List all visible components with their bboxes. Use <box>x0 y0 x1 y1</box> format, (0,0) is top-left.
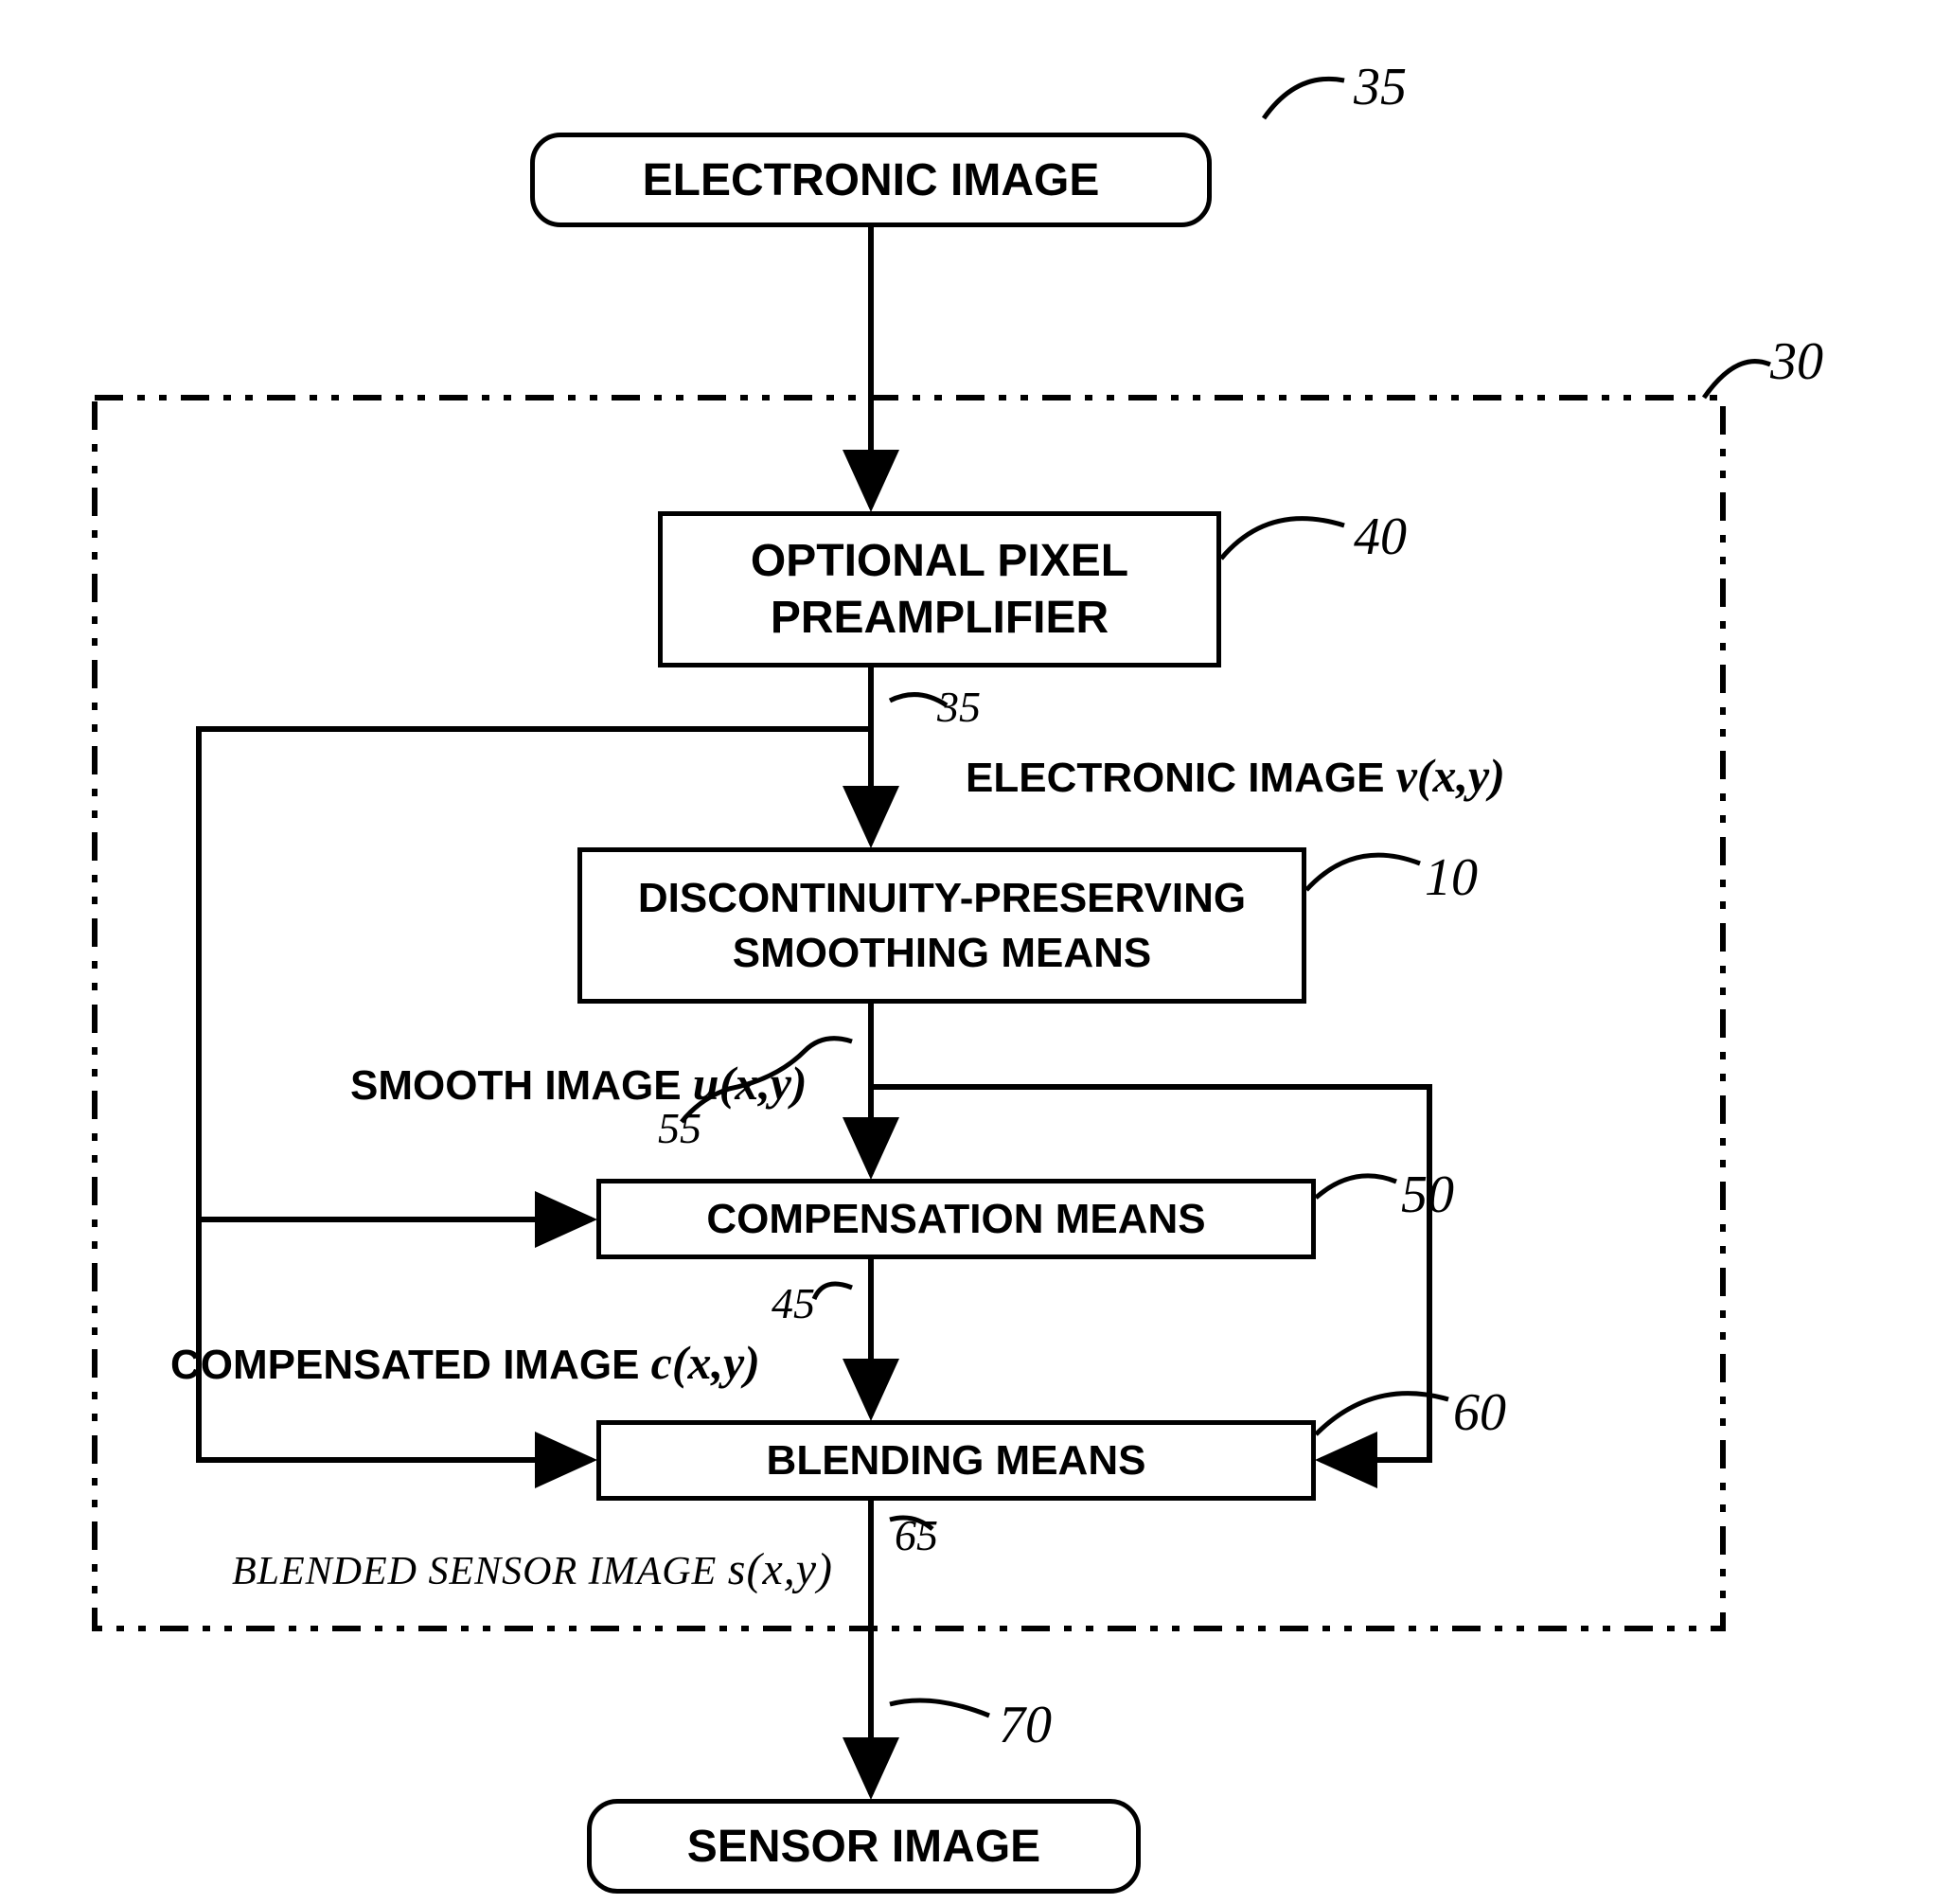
node-label: SENSOR IMAGE <box>687 1821 1040 1873</box>
node-label-line2: SMOOTHING MEANS <box>638 926 1246 980</box>
node-compensation: COMPENSATION MEANS <box>596 1179 1316 1259</box>
ref-55: 55 <box>658 1103 701 1153</box>
node-label: BLENDING MEANS <box>767 1437 1146 1485</box>
label-electronic-image-v: ELECTRONIC IMAGE v(x,y) <box>966 748 1505 803</box>
leader-60 <box>1316 1394 1448 1434</box>
leader-30 <box>1704 362 1770 398</box>
formula-s: s(x,y) <box>728 1544 833 1594</box>
ref-35b: 35 <box>937 682 981 732</box>
label-text: ELECTRONIC IMAGE <box>966 755 1396 801</box>
label-blended-sensor-image-s: BLENDED SENSOR IMAGE s(x,y) <box>232 1543 833 1595</box>
ref-60: 60 <box>1453 1382 1506 1443</box>
ref-65: 65 <box>895 1510 938 1560</box>
node-label: COMPENSATION MEANS <box>706 1196 1205 1243</box>
label-text: SMOOTH IMAGE <box>350 1062 693 1109</box>
node-label-line1: DISCONTINUITY-PRESERVING <box>638 871 1246 925</box>
ref-30: 30 <box>1770 331 1823 392</box>
formula-c: c(x,y) <box>651 1336 760 1389</box>
ref-45: 45 <box>772 1278 815 1328</box>
label-compensated-image-c: COMPENSATED IMAGE c(x,y) <box>170 1335 760 1390</box>
node-preamplifier: OPTIONAL PIXEL PREAMPLIFIER <box>658 511 1221 667</box>
formula-u: u(x,y) <box>693 1057 807 1110</box>
label-smooth-image-u: SMOOTH IMAGE u(x,y) <box>350 1056 807 1111</box>
formula-v: v(x,y) <box>1396 749 1505 802</box>
ref-40: 40 <box>1354 507 1407 567</box>
leader-70 <box>890 1700 989 1716</box>
flowchart-diagram: ELECTRONIC IMAGE 35 30 OPTIONAL PIXEL PR… <box>0 0 1934 1904</box>
ref-50: 50 <box>1401 1165 1454 1225</box>
leader-10 <box>1306 855 1420 890</box>
label-text: BLENDED SENSOR IMAGE <box>232 1550 728 1593</box>
leader-45 <box>814 1284 852 1299</box>
node-blending: BLENDING MEANS <box>596 1420 1316 1501</box>
arrow-smooth-to-blend-right <box>871 1087 1429 1460</box>
node-sensor-image: SENSOR IMAGE <box>587 1799 1141 1894</box>
node-smoothing: DISCONTINUITY-PRESERVING SMOOTHING MEANS <box>577 847 1306 1004</box>
node-label-line1: OPTIONAL PIXEL <box>751 533 1128 590</box>
leader-35 <box>1264 79 1344 118</box>
ref-70: 70 <box>999 1695 1052 1755</box>
node-label-line2: PREAMPLIFIER <box>751 590 1128 647</box>
ref-35: 35 <box>1354 57 1407 117</box>
node-label: ELECTRONIC IMAGE <box>643 154 1100 206</box>
leader-40 <box>1221 519 1344 559</box>
ref-10: 10 <box>1425 847 1478 908</box>
leader-50 <box>1316 1176 1396 1198</box>
label-text: COMPENSATED IMAGE <box>170 1342 651 1388</box>
node-electronic-image: ELECTRONIC IMAGE <box>530 133 1212 227</box>
